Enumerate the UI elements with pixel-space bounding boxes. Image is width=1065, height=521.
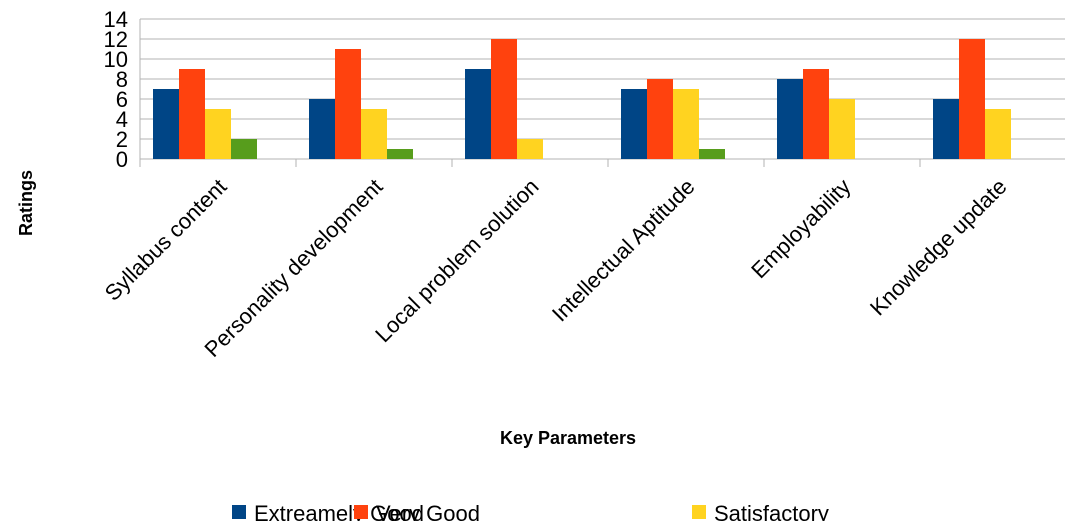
bars <box>153 39 1011 159</box>
bar <box>517 139 543 159</box>
y-tick-label: 2 <box>116 127 128 152</box>
bar <box>699 149 725 159</box>
bar <box>335 49 361 159</box>
bar <box>465 69 491 159</box>
bar <box>491 39 517 159</box>
y-axis-title: Ratings <box>16 170 36 236</box>
legend-swatch <box>692 505 706 519</box>
x-tick-label: Employability <box>746 174 855 283</box>
axes <box>139 19 921 167</box>
bar <box>309 99 335 159</box>
y-tick-label: 0 <box>116 147 128 172</box>
bar <box>179 69 205 159</box>
y-tick-label: 4 <box>116 107 128 132</box>
bar <box>153 89 179 159</box>
legend-swatch <box>354 505 368 519</box>
bar <box>933 99 959 159</box>
y-tick-label: 14 <box>104 7 128 32</box>
y-tick-label: 10 <box>104 47 128 72</box>
bar <box>231 139 257 159</box>
legend-swatch <box>232 505 246 519</box>
bar <box>621 89 647 159</box>
x-axis-title: Key Parameters <box>500 428 636 448</box>
x-tick-label: Knowledge update <box>865 174 1012 321</box>
bar <box>829 99 855 159</box>
x-tick-label: Local problem solution <box>370 174 543 347</box>
bar <box>361 109 387 159</box>
y-tick-label: 6 <box>116 87 128 112</box>
bar <box>777 79 803 159</box>
gridlines <box>140 18 1065 160</box>
bar <box>205 109 231 159</box>
bar <box>647 79 673 159</box>
x-tick-label: Personality development <box>200 174 388 362</box>
bar <box>387 149 413 159</box>
bar <box>985 109 1011 159</box>
legend-label: Extreamely Good <box>254 501 424 521</box>
bar <box>803 69 829 159</box>
x-tick-label: Intellectual Aptitude <box>547 174 700 327</box>
x-tick-label: Syllabus content <box>100 174 232 306</box>
y-tick-label: 8 <box>116 67 128 92</box>
bar <box>959 39 985 159</box>
bar <box>673 89 699 159</box>
legend-label: Very Good <box>376 501 480 521</box>
legend-label: Satisfactory <box>714 501 829 521</box>
y-tick-label: 12 <box>104 27 128 52</box>
